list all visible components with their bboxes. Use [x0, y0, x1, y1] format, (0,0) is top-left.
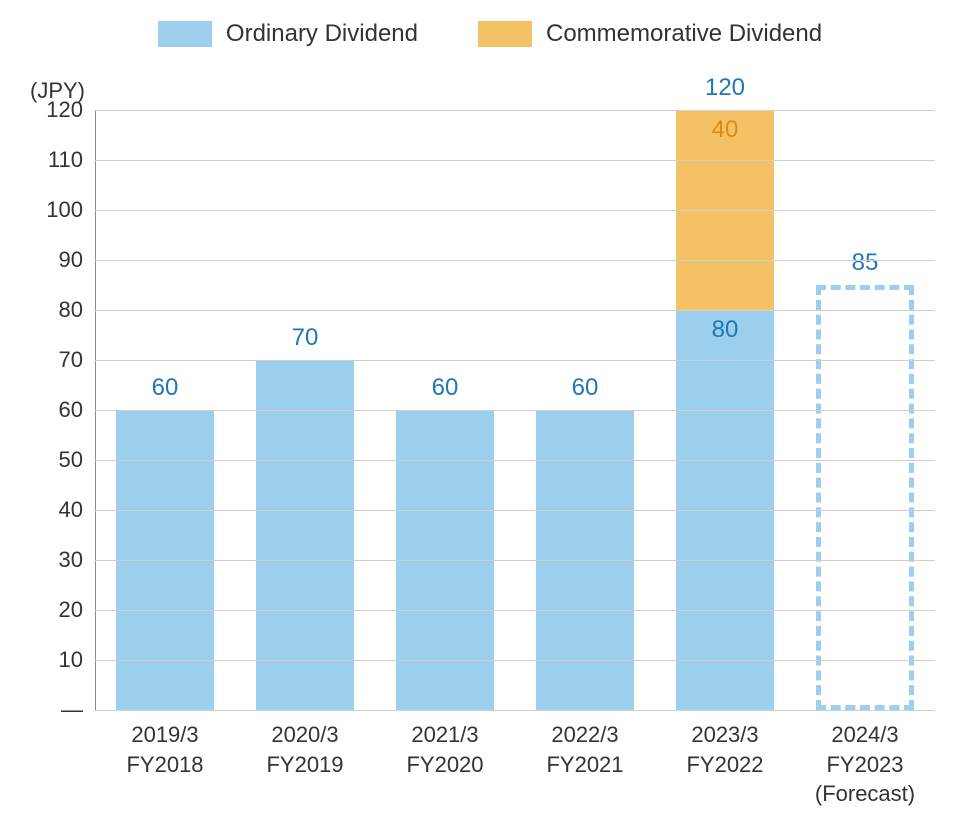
gridline [95, 560, 935, 561]
y-tick-label: 70 [59, 347, 95, 373]
gridline [95, 110, 935, 111]
plot-area: 60706060120804085 ―102030405060708090100… [95, 110, 935, 710]
y-tick-label: 50 [59, 447, 95, 473]
gridline [95, 160, 935, 161]
y-tick-label: 60 [59, 397, 95, 423]
legend-label-ordinary: Ordinary Dividend [226, 20, 418, 48]
y-tick-label: 120 [46, 97, 95, 123]
x-tick-label: 2023/3FY2022 [686, 710, 763, 779]
legend-item-ordinary: Ordinary Dividend [158, 20, 418, 48]
y-tick-label: 100 [46, 197, 95, 223]
bar-total-label: 60 [572, 374, 599, 402]
legend-label-commemorative: Commemorative Dividend [546, 20, 822, 48]
gridline [95, 210, 935, 211]
legend-item-commemorative: Commemorative Dividend [478, 20, 822, 48]
y-tick-label: 90 [59, 247, 95, 273]
x-tick-label: 2021/3FY2020 [406, 710, 483, 779]
x-tick-label: 2020/3FY2019 [266, 710, 343, 779]
dividend-chart: Ordinary Dividend Commemorative Dividend… [0, 0, 980, 840]
y-tick-label: 20 [59, 597, 95, 623]
x-tick-label: 2024/3FY2023(Forecast) [815, 710, 915, 809]
gridline [95, 410, 935, 411]
legend-swatch-commemorative [478, 21, 532, 47]
bar-segment-ordinary [256, 360, 354, 710]
gridline [95, 710, 935, 711]
gridline [95, 260, 935, 261]
bar-forecast [816, 285, 914, 710]
x-tick-label: 2019/3FY2018 [126, 710, 203, 779]
gridline [95, 510, 935, 511]
bar-total-label: 60 [432, 374, 459, 402]
gridline [95, 610, 935, 611]
bar-total-label: 70 [292, 324, 319, 352]
bar-total-label: 85 [852, 249, 879, 277]
y-tick-label: 110 [48, 147, 95, 173]
y-tick-label: 80 [59, 297, 95, 323]
bar-ordinary-inner-label: 80 [712, 316, 739, 344]
legend-swatch-ordinary [158, 21, 212, 47]
gridline [95, 360, 935, 361]
bar-total-label: 60 [152, 374, 179, 402]
y-tick-label: 40 [59, 497, 95, 523]
gridline [95, 460, 935, 461]
gridline [95, 660, 935, 661]
y-tick-label: 30 [59, 547, 95, 573]
bar-total-label: 120 [705, 74, 745, 102]
legend: Ordinary Dividend Commemorative Dividend [0, 20, 980, 48]
x-tick-label: 2022/3FY2021 [546, 710, 623, 779]
y-tick-label: 10 [59, 647, 95, 673]
y-tick-label: ― [61, 697, 95, 723]
gridline [95, 310, 935, 311]
bar-commemorative-inner-label: 40 [712, 116, 739, 144]
